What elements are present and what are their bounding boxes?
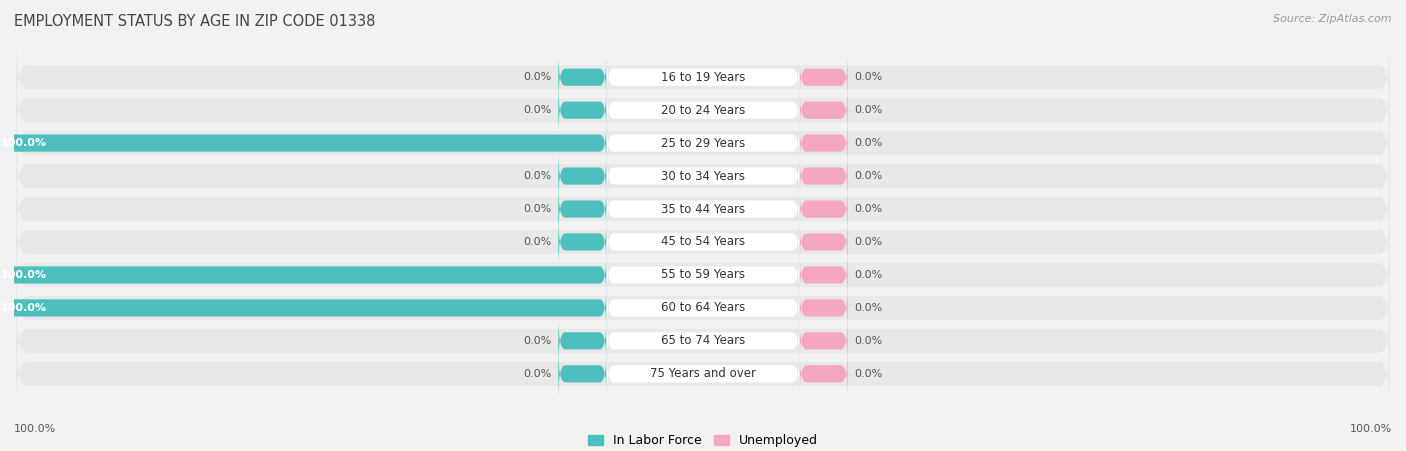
FancyBboxPatch shape <box>0 251 606 299</box>
FancyBboxPatch shape <box>800 119 848 167</box>
Text: 0.0%: 0.0% <box>523 171 551 181</box>
Text: 60 to 64 Years: 60 to 64 Years <box>661 301 745 314</box>
FancyBboxPatch shape <box>606 119 800 167</box>
FancyBboxPatch shape <box>15 138 1391 214</box>
Text: 0.0%: 0.0% <box>855 171 883 181</box>
FancyBboxPatch shape <box>800 317 848 365</box>
FancyBboxPatch shape <box>606 86 800 134</box>
FancyBboxPatch shape <box>558 152 606 200</box>
FancyBboxPatch shape <box>800 251 848 299</box>
FancyBboxPatch shape <box>15 303 1391 378</box>
FancyBboxPatch shape <box>558 53 606 101</box>
FancyBboxPatch shape <box>15 237 1391 313</box>
FancyBboxPatch shape <box>15 336 1391 411</box>
FancyBboxPatch shape <box>606 317 800 365</box>
FancyBboxPatch shape <box>15 171 1391 247</box>
FancyBboxPatch shape <box>558 86 606 134</box>
FancyBboxPatch shape <box>15 40 1391 115</box>
FancyBboxPatch shape <box>800 86 848 134</box>
FancyBboxPatch shape <box>558 350 606 398</box>
FancyBboxPatch shape <box>606 350 800 398</box>
FancyBboxPatch shape <box>558 184 606 234</box>
Text: 25 to 29 Years: 25 to 29 Years <box>661 137 745 150</box>
Text: 0.0%: 0.0% <box>855 369 883 379</box>
Text: 0.0%: 0.0% <box>855 105 883 115</box>
Text: 0.0%: 0.0% <box>523 369 551 379</box>
Legend: In Labor Force, Unemployed: In Labor Force, Unemployed <box>583 429 823 451</box>
FancyBboxPatch shape <box>15 204 1391 280</box>
Text: 0.0%: 0.0% <box>523 237 551 247</box>
Text: 0.0%: 0.0% <box>523 72 551 82</box>
FancyBboxPatch shape <box>800 53 848 101</box>
Text: 65 to 74 Years: 65 to 74 Years <box>661 334 745 347</box>
FancyBboxPatch shape <box>606 217 800 267</box>
FancyBboxPatch shape <box>15 106 1391 181</box>
FancyBboxPatch shape <box>606 152 800 200</box>
Text: 0.0%: 0.0% <box>855 237 883 247</box>
Text: 100.0%: 100.0% <box>0 270 46 280</box>
FancyBboxPatch shape <box>606 184 800 234</box>
Text: 55 to 59 Years: 55 to 59 Years <box>661 268 745 281</box>
FancyBboxPatch shape <box>558 217 606 267</box>
Text: 100.0%: 100.0% <box>0 138 46 148</box>
FancyBboxPatch shape <box>0 284 606 332</box>
FancyBboxPatch shape <box>558 317 606 365</box>
Text: 0.0%: 0.0% <box>855 204 883 214</box>
Text: Source: ZipAtlas.com: Source: ZipAtlas.com <box>1274 14 1392 23</box>
Text: 75 Years and over: 75 Years and over <box>650 367 756 380</box>
FancyBboxPatch shape <box>800 184 848 234</box>
Text: 0.0%: 0.0% <box>855 72 883 82</box>
FancyBboxPatch shape <box>800 152 848 200</box>
Text: 100.0%: 100.0% <box>0 303 46 313</box>
Text: 45 to 54 Years: 45 to 54 Years <box>661 235 745 249</box>
Text: 20 to 24 Years: 20 to 24 Years <box>661 104 745 117</box>
FancyBboxPatch shape <box>800 217 848 267</box>
Text: 0.0%: 0.0% <box>855 303 883 313</box>
Text: 0.0%: 0.0% <box>523 105 551 115</box>
Text: 0.0%: 0.0% <box>855 270 883 280</box>
Text: 100.0%: 100.0% <box>1350 424 1392 434</box>
FancyBboxPatch shape <box>15 270 1391 345</box>
Text: 16 to 19 Years: 16 to 19 Years <box>661 71 745 84</box>
FancyBboxPatch shape <box>606 251 800 299</box>
Text: 0.0%: 0.0% <box>523 204 551 214</box>
Text: 0.0%: 0.0% <box>523 336 551 346</box>
FancyBboxPatch shape <box>800 284 848 332</box>
Text: EMPLOYMENT STATUS BY AGE IN ZIP CODE 01338: EMPLOYMENT STATUS BY AGE IN ZIP CODE 013… <box>14 14 375 28</box>
Text: 0.0%: 0.0% <box>855 138 883 148</box>
FancyBboxPatch shape <box>800 350 848 398</box>
FancyBboxPatch shape <box>15 73 1391 148</box>
FancyBboxPatch shape <box>0 119 606 167</box>
Text: 35 to 44 Years: 35 to 44 Years <box>661 202 745 216</box>
FancyBboxPatch shape <box>606 284 800 332</box>
Text: 30 to 34 Years: 30 to 34 Years <box>661 170 745 183</box>
Text: 0.0%: 0.0% <box>855 336 883 346</box>
Text: 100.0%: 100.0% <box>14 424 56 434</box>
FancyBboxPatch shape <box>606 53 800 101</box>
